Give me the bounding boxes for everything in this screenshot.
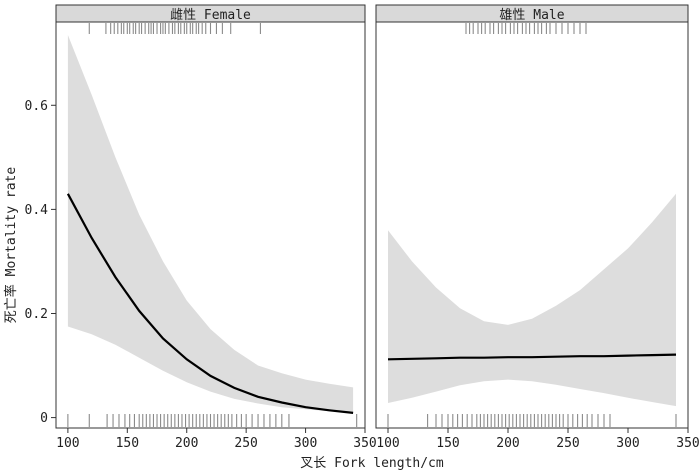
panel-2: 雄性 Male	[375, 4, 689, 429]
x-axis: 100 150 200 250 300 350 100 150 200 250 300 350	[56, 428, 700, 451]
x-tick-label: 250	[234, 436, 257, 451]
x-tick-label: 100	[56, 436, 79, 451]
y-tick-label: 0.4	[25, 203, 49, 218]
strip-background	[55, 4, 366, 23]
strip-background	[375, 4, 689, 23]
confidence-band	[388, 193, 676, 407]
y-axis: 0 0.2 0.4 0.6	[25, 99, 56, 426]
strip-label: 雌性 Female	[170, 7, 251, 23]
facet-panels: 雌性 Female 雄性 Male	[55, 4, 689, 429]
y-axis-title: 死亡率 Mortality rate	[3, 167, 19, 324]
x-tick-label: 300	[294, 436, 317, 451]
x-tick-label: 350	[676, 436, 699, 451]
fitted-line	[66, 193, 354, 414]
x-tick-label: 350	[353, 436, 376, 451]
x-tick-label: 100	[376, 436, 399, 451]
y-tick-label: 0.2	[25, 307, 48, 322]
y-tick-label: 0	[40, 411, 48, 426]
x-tick-label: 200	[175, 436, 198, 451]
x-tick-label: 200	[496, 436, 519, 451]
panel-1: 雌性 Female	[55, 4, 366, 429]
x-axis-title: 叉长 Fork length/cm	[300, 456, 444, 471]
fitted-line	[387, 353, 677, 361]
x-tick-label: 300	[616, 436, 639, 451]
x-tick-label: 150	[436, 436, 459, 451]
x-tick-label: 250	[556, 436, 579, 451]
strip-label: 雄性 Male	[499, 8, 564, 23]
x-tick-label: 150	[116, 436, 139, 451]
y-tick-label: 0.6	[25, 99, 48, 114]
confidence-band	[67, 35, 354, 413]
